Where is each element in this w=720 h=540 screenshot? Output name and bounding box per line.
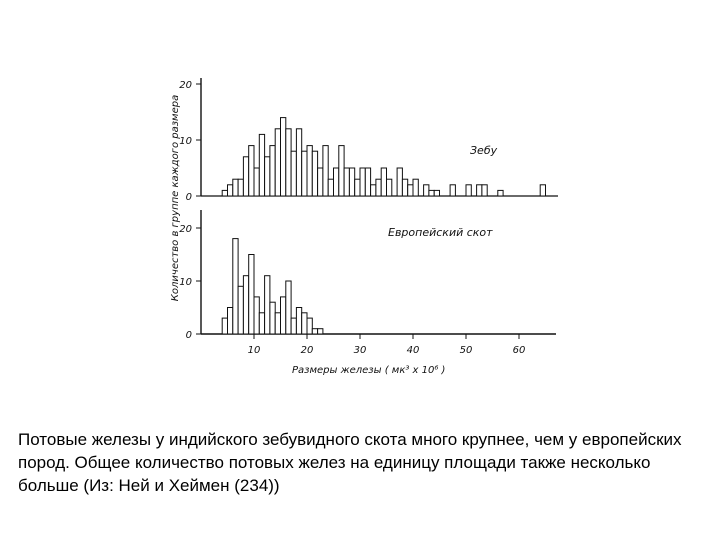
zebu-bar-7 xyxy=(258,133,266,197)
zebu-bar-4 xyxy=(242,156,250,197)
zebu-bar-17 xyxy=(311,150,319,197)
zebu-bar-11 xyxy=(280,117,287,197)
zebu-bar-22 xyxy=(338,145,345,197)
european-bar-10 xyxy=(274,312,282,335)
zebu-bar-25 xyxy=(354,178,361,197)
zebu-bar-1 xyxy=(227,184,234,197)
zebu-bar-2 xyxy=(232,178,239,197)
european-bar-1 xyxy=(227,307,234,335)
european-bar-9 xyxy=(269,301,276,335)
zebu-bar-41 xyxy=(476,184,483,197)
x-tick-label-0: 10 xyxy=(248,345,261,356)
zebu-bar-26 xyxy=(359,167,366,197)
european-bar-5 xyxy=(248,254,255,335)
zebu-y-tick-label-2: 20 xyxy=(179,80,192,91)
zebu-bar-43 xyxy=(497,189,504,197)
european-bar-6 xyxy=(253,296,260,335)
european-bar-16 xyxy=(306,317,313,335)
figure-caption: Потовые железы у индийского зебувидного … xyxy=(18,430,682,495)
zebu-bar-13 xyxy=(290,150,297,197)
zebu-bar-0 xyxy=(221,189,228,197)
european-y-tick-label-1: 10 xyxy=(179,277,192,288)
zebu-bar-44 xyxy=(539,184,547,197)
european-bar-8 xyxy=(264,275,271,335)
zebu-bar-5 xyxy=(248,145,255,197)
zebu-bar-38 xyxy=(433,189,441,197)
x-tick-label-5: 60 xyxy=(513,345,526,356)
european-bar-13 xyxy=(290,317,297,335)
zebu-bar-31 xyxy=(386,178,393,197)
zebu-bar-14 xyxy=(295,128,303,197)
european-bar-14 xyxy=(295,307,303,335)
zebu-y-tick-label-0: 0 xyxy=(186,192,192,203)
zebu-bar-6 xyxy=(253,167,260,197)
european-histogram-panel: 0 10 20 10 20 30 40 50 60 Европейский скот Разм… xyxy=(179,210,556,376)
european-bar-11 xyxy=(280,296,287,335)
histogram-figure: 0 10 20 Зебу 0 10 20 10 20 30 40 50 60 Европейски… xyxy=(170,78,558,376)
zebu-bar-33 xyxy=(401,178,409,197)
zebu-bar-19 xyxy=(322,145,329,197)
zebu-bar-35 xyxy=(412,178,419,197)
zebu-bar-21 xyxy=(333,167,340,197)
zebu-bar-28 xyxy=(370,184,377,197)
zebu-bar-10 xyxy=(274,128,282,197)
zebu-histogram-panel: 0 10 20 Зебу xyxy=(179,78,558,203)
european-bar-7 xyxy=(258,312,266,335)
x-tick-label-4: 50 xyxy=(460,345,473,356)
european-bar-0 xyxy=(221,317,228,335)
zebu-bar-24 xyxy=(348,167,356,197)
zebu-bar-36 xyxy=(423,184,430,197)
x-tick-label-3: 40 xyxy=(407,345,420,356)
zebu-y-tick-label-1: 10 xyxy=(179,136,192,147)
zebu-bar-40 xyxy=(465,184,472,197)
zebu-bar-20 xyxy=(327,178,335,197)
european-y-tick-label-2: 20 xyxy=(179,224,192,235)
european-y-tick-label-0: 0 xyxy=(186,330,192,341)
x-axis-title: Размеры железы ( мк³ x 10⁶ ) xyxy=(292,365,445,376)
y-axis-title: Количество в группе каждого размера xyxy=(170,95,181,301)
european-bar-12 xyxy=(285,280,292,335)
zebu-bar-18 xyxy=(317,167,324,197)
european-bar-17 xyxy=(311,328,319,335)
zebu-bar-15 xyxy=(301,150,308,197)
zebu-bar-3 xyxy=(237,178,244,197)
european-bar-4 xyxy=(242,275,250,335)
european-bar-2 xyxy=(232,238,239,335)
european-panel-label: Европейский скот xyxy=(388,226,493,239)
zebu-bar-12 xyxy=(285,128,292,197)
zebu-bar-30 xyxy=(380,167,388,197)
zebu-bar-29 xyxy=(375,178,382,197)
zebu-panel-label: Зебу xyxy=(470,144,498,157)
zebu-bar-42 xyxy=(481,184,488,197)
european-bar-3 xyxy=(237,285,244,335)
zebu-bar-34 xyxy=(407,184,414,197)
zebu-bar-32 xyxy=(396,167,403,197)
zebu-bar-37 xyxy=(428,189,435,197)
european-bar-18 xyxy=(317,328,324,335)
zebu-bar-27 xyxy=(364,167,372,197)
x-tick-label-1: 20 xyxy=(301,345,314,356)
zebu-bar-39 xyxy=(449,184,456,197)
european-bar-15 xyxy=(301,312,308,335)
zebu-bar-8 xyxy=(264,156,271,197)
zebu-bar-16 xyxy=(306,145,313,197)
zebu-bar-23 xyxy=(343,167,350,197)
x-tick-label-2: 30 xyxy=(354,345,367,356)
zebu-bar-9 xyxy=(269,145,276,197)
